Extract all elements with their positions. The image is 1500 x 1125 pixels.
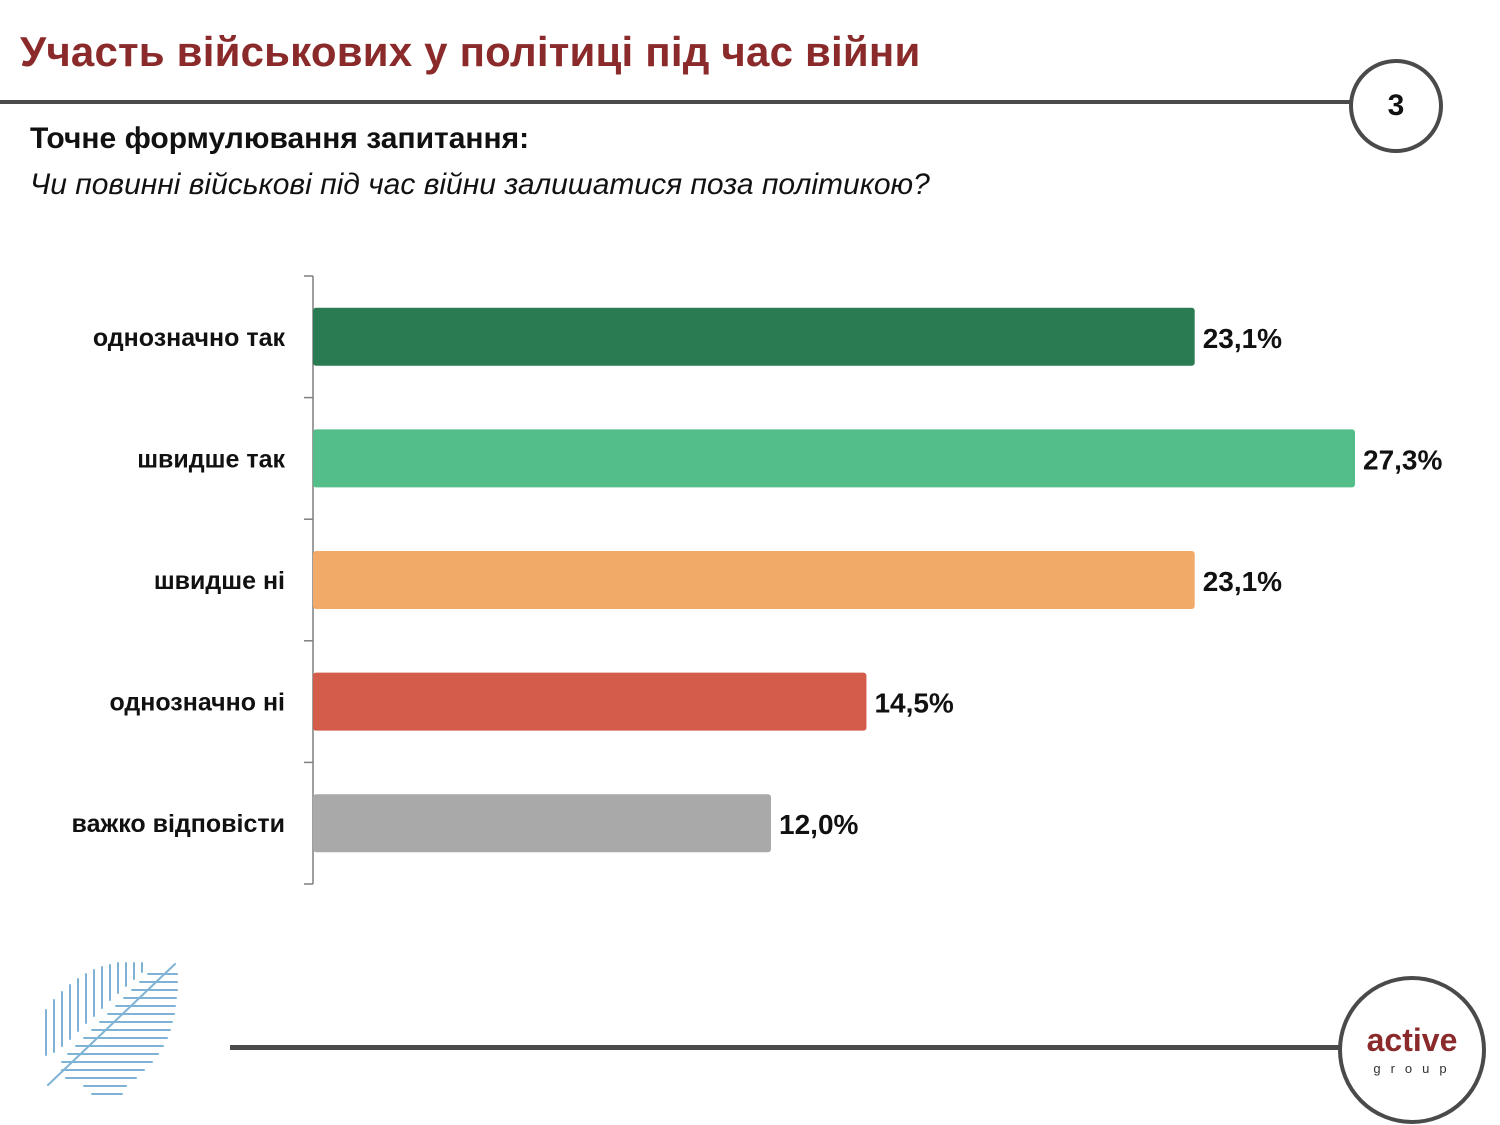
- bar: [313, 429, 1355, 488]
- leaf-logo-icon: [45, 962, 178, 1095]
- logo-subtext: group: [1373, 1061, 1457, 1076]
- data-label: 12,0%: [779, 809, 858, 840]
- header-divider: [0, 100, 1352, 104]
- bar: [313, 794, 772, 853]
- footer-divider: [230, 1045, 1342, 1050]
- category-label: швидше так: [137, 445, 285, 473]
- data-label: 23,1%: [1203, 323, 1282, 354]
- category-label: важко відповісти: [72, 810, 285, 838]
- active-group-logo: active group: [1338, 976, 1486, 1124]
- page-number-badge: 3: [1349, 59, 1443, 153]
- data-label: 23,1%: [1203, 566, 1282, 597]
- bar-chart: однозначно так 23,1% швидше так 27,3% швидше…: [72, 275, 1442, 885]
- category-label: однозначно ні: [109, 689, 285, 717]
- bar: [313, 672, 867, 731]
- category-label: швидше ні: [154, 567, 285, 595]
- bar: [313, 307, 1195, 366]
- page-title: Участь військових у політиці під час вій…: [20, 28, 921, 75]
- logo-text: active: [1366, 1022, 1458, 1058]
- question-text: Чи повинні військові під час війни залиш…: [30, 168, 930, 201]
- bar: [313, 551, 1195, 609]
- data-label: 14,5%: [874, 688, 953, 719]
- category-label: однозначно так: [93, 324, 286, 352]
- data-label: 27,3%: [1363, 444, 1442, 475]
- question-heading: Точне формулювання запитання:: [30, 122, 530, 155]
